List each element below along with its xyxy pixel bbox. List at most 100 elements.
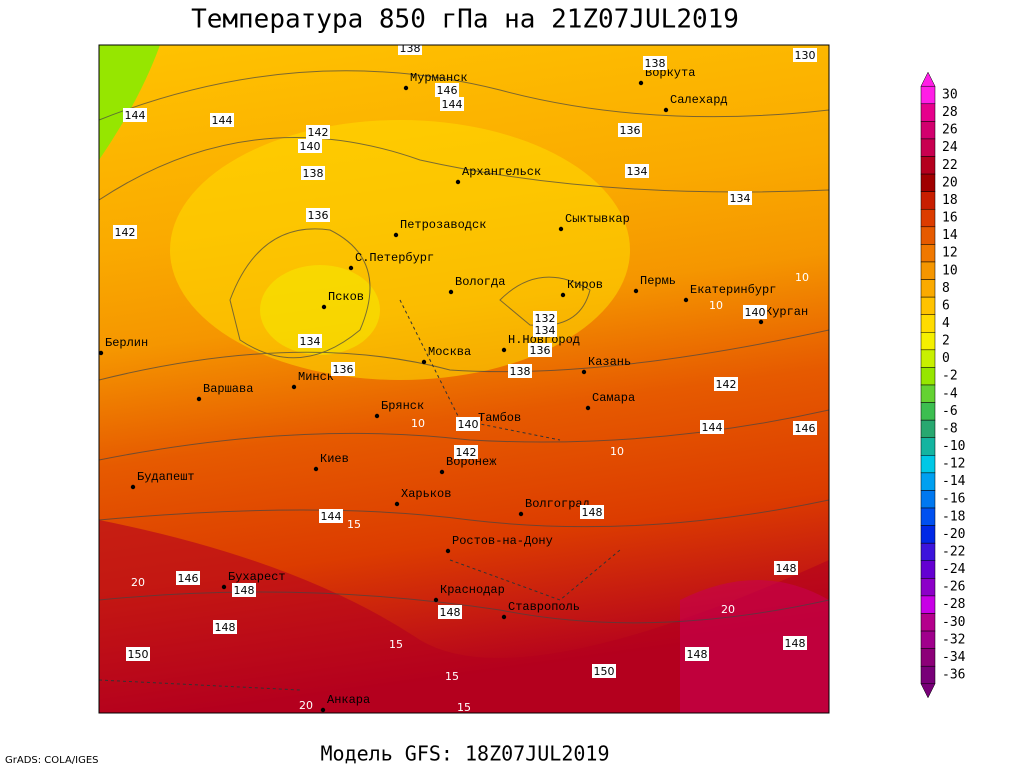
contour-label-box <box>113 225 137 239</box>
contour-label-box <box>714 377 738 391</box>
colorbar-segment <box>920 173 936 192</box>
isotherm-label: 10 <box>610 445 624 458</box>
contour-label-box <box>793 48 817 62</box>
city-dot <box>374 413 380 419</box>
colorbar-label: 24 <box>942 140 958 155</box>
city-dot <box>421 359 427 365</box>
colorbar-label: 16 <box>942 211 958 226</box>
colorbar-segment <box>920 613 936 632</box>
colorbar-label: 28 <box>942 105 958 120</box>
contour-label-box <box>232 583 256 597</box>
cool-area <box>260 265 380 355</box>
colorbar-label: -28 <box>942 597 965 612</box>
contour-label-box <box>301 166 325 180</box>
colorbar-label: -16 <box>942 492 965 507</box>
map: Мурманск ВоркутаСалехардАрхангельскСыктыв… <box>99 45 829 714</box>
contour-label: 144 <box>212 114 233 127</box>
contour-label: 136 <box>530 344 551 357</box>
colorbar-label: -4 <box>942 386 958 401</box>
contour-label-box <box>643 56 667 70</box>
city-dot <box>585 405 591 411</box>
contour-label: 142 <box>716 378 737 391</box>
colorbar-label: 10 <box>942 263 958 278</box>
colorbar-label: -6 <box>942 404 958 419</box>
contour-label-box <box>625 164 649 178</box>
contour-label-box <box>685 647 709 661</box>
cold-area <box>99 45 160 160</box>
city-dot <box>320 707 326 713</box>
contour-label-box <box>743 305 767 319</box>
contour-label-box <box>398 45 422 55</box>
contour-label: 136 <box>620 124 641 137</box>
labels: Мурманск ВоркутаСалехардАрхангельскСыктыв… <box>99 45 817 714</box>
contour-label-box <box>528 343 552 357</box>
contour-label: 140 <box>300 140 321 153</box>
city-label: Будапешт <box>137 470 195 484</box>
colorbar-label: -18 <box>942 509 965 524</box>
colorbar-label: -32 <box>942 632 965 647</box>
contour-label-box <box>533 323 557 337</box>
colorbar-label: -14 <box>942 474 966 489</box>
colorbar-segment <box>920 542 936 562</box>
city-dot <box>455 179 461 185</box>
contour-label-box <box>123 108 147 122</box>
colorbar-label: 4 <box>942 316 950 331</box>
city-label: Ставрополь <box>508 600 580 614</box>
contour-label: 148 <box>776 562 797 575</box>
contour-label: 134 <box>730 192 751 205</box>
contour-label: 146 <box>178 572 199 585</box>
isotherm-label: 15 <box>389 638 403 651</box>
city-dot <box>439 469 445 475</box>
colorbar-label: 30 <box>942 88 958 103</box>
colorbar-segment <box>920 525 936 544</box>
colorbar-label: -2 <box>942 369 958 384</box>
contour-label-box <box>618 123 642 137</box>
city-dot <box>758 319 764 325</box>
city-label: Мурманск <box>410 71 468 85</box>
contour-label: 144 <box>702 421 723 434</box>
city-dot <box>448 289 454 295</box>
isotherm-label: 20 <box>131 576 145 589</box>
contour-label: 130 <box>795 49 816 62</box>
contour-label-box <box>592 664 616 678</box>
contour-label-box <box>319 509 343 523</box>
city-dot <box>558 226 564 232</box>
city-dot <box>581 369 587 375</box>
colorbar-segment <box>920 419 936 438</box>
colorbar-arrow <box>920 71 936 87</box>
colorbar: 302826242220181614121086420-2-4-6-8-10-1… <box>920 71 966 699</box>
city-dot <box>683 297 689 303</box>
colorbar-segment <box>920 156 936 175</box>
title: Температура 850 гПа на 21Z07JUL2019 <box>191 5 739 35</box>
colorbar-label: -36 <box>942 668 965 683</box>
map-frame <box>98 44 830 714</box>
contour-label-box <box>440 97 464 111</box>
colorbar-label: 8 <box>942 281 950 296</box>
contour-label: 150 <box>594 665 615 678</box>
colorbar-segment <box>920 244 936 263</box>
isotherm-label: 15 <box>347 518 361 531</box>
city-label: Варшава <box>203 382 253 396</box>
colorbar-label: -34 <box>942 650 966 665</box>
contour-label: 136 <box>333 363 354 376</box>
city-label: Волгоград <box>525 497 590 511</box>
city-dot <box>638 80 644 86</box>
isotherm-label: 10 <box>709 299 723 312</box>
colorbar-segment <box>920 630 936 649</box>
city-dot <box>501 347 507 353</box>
colorbar-segment <box>920 138 936 157</box>
city-label: Н.Новгород <box>508 333 580 347</box>
colorbar-segment <box>920 208 936 228</box>
colorbar-label: -22 <box>942 544 965 559</box>
contour-label: 134 <box>627 165 648 178</box>
colorbar-segment <box>920 261 936 280</box>
contour-label: 134 <box>300 335 321 348</box>
city-label: Ростов-на-Дону <box>452 534 553 548</box>
isotherm-label: 15 <box>457 701 471 714</box>
city-dot <box>394 501 400 507</box>
city-label: Москва <box>428 345 471 359</box>
contour-label: 146 <box>795 422 816 435</box>
colorbar-label: -26 <box>942 580 965 595</box>
